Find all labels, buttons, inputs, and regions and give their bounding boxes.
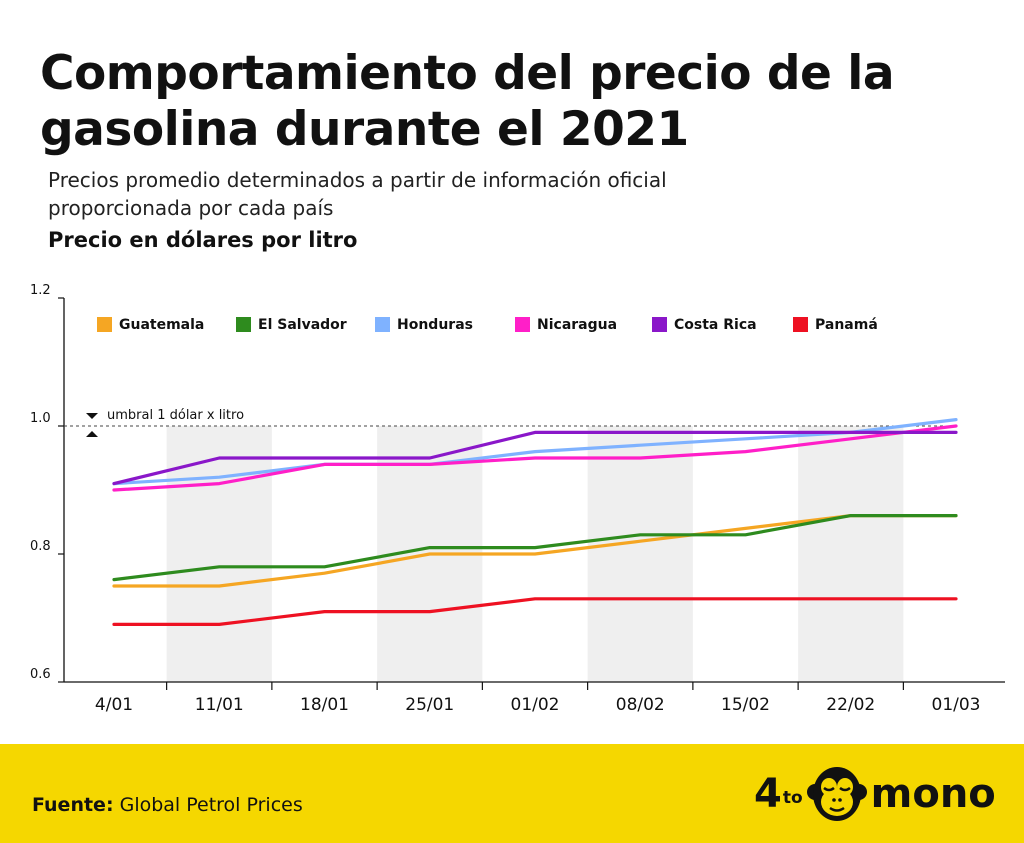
- series-line: [112, 513, 958, 582]
- x-tick-label: 08/02: [616, 695, 665, 715]
- x-tick-label: 01/03: [932, 695, 981, 715]
- y-tick-label: 0.6: [30, 667, 51, 682]
- footer: Fuente: Global Petrol Prices 4 to mono: [0, 744, 1024, 843]
- source-note: Fuente: Global Petrol Prices: [32, 794, 303, 816]
- logo-suffix: mono: [870, 771, 996, 817]
- source-label: Fuente:: [32, 794, 114, 816]
- x-tick-label: 22/02: [826, 695, 875, 715]
- legend-swatch: [236, 317, 251, 332]
- series-line: [112, 597, 958, 627]
- threshold-line-group: umbral 1 dólar x litro: [64, 408, 958, 437]
- legend-label: Guatemala: [119, 317, 204, 333]
- logo-prefix: 4: [754, 771, 782, 817]
- y-tick-label: 0.8: [30, 539, 51, 554]
- x-tick-label: 15/02: [721, 695, 770, 715]
- x-tick-label: 01/02: [511, 695, 560, 715]
- legend-swatch: [515, 317, 530, 332]
- monkey-face-icon: [806, 767, 867, 821]
- x-tick-label: 18/01: [300, 695, 349, 715]
- chart-title: Comportamiento del precio de la gasolina…: [40, 46, 895, 157]
- x-axis-ticks: 4/01 11/01 18/01 25/01 01/02 08/02 15/02 22/02 0…: [95, 682, 981, 715]
- x-tick-label: 11/01: [195, 695, 244, 715]
- threshold-arrow-up-icon: [86, 431, 98, 437]
- series-line: [112, 424, 958, 492]
- legend-label: Honduras: [397, 317, 473, 333]
- legend: Guatemala El Salvador Honduras Nicaragua Cos…: [97, 317, 878, 333]
- series-line: [112, 418, 958, 486]
- axes: [63, 298, 1005, 683]
- y-axis-ticks: 0.6 0.8 1.0 1.2: [30, 283, 64, 683]
- bg-band: [798, 426, 904, 682]
- series-line: [112, 513, 958, 588]
- legend-swatch: [97, 317, 112, 332]
- logo-sup: to: [782, 788, 803, 808]
- threshold-arrow-down-icon: [86, 413, 98, 419]
- series-line: [112, 430, 958, 486]
- y-tick-label: 1.0: [30, 411, 51, 426]
- source-text: Global Petrol Prices: [119, 794, 303, 816]
- legend-swatch: [793, 317, 808, 332]
- bg-band: [587, 426, 693, 682]
- legend-label: El Salvador: [258, 317, 347, 333]
- legend-label: Nicaragua: [537, 317, 617, 333]
- brand-logo: 4 to mono: [754, 762, 996, 826]
- unit-label: Precio en dólares por litro: [48, 228, 358, 252]
- bg-band: [166, 426, 272, 682]
- line-chart: 0.6 0.8 1.0 1.2 4/01 11/01 18/01 25/01 01/02 08/…: [30, 283, 1005, 715]
- legend-label: Costa Rica: [674, 317, 757, 333]
- legend-swatch: [375, 317, 390, 332]
- legend-label: Panamá: [815, 317, 878, 333]
- chart-subtitle: Precios promedio determinados a partir d…: [48, 168, 667, 220]
- series-lines: [112, 418, 958, 627]
- legend-swatch: [652, 317, 667, 332]
- x-tick-label: 4/01: [95, 695, 133, 715]
- threshold-label: umbral 1 dólar x litro: [107, 408, 244, 423]
- y-tick-label: 1.2: [30, 283, 51, 298]
- x-tick-label: 25/01: [405, 695, 454, 715]
